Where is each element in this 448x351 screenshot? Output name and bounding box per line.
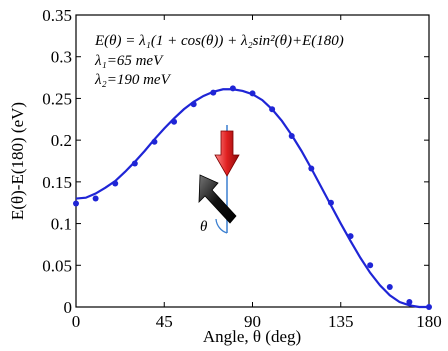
data-point [327,199,334,206]
y-tick-label: 0 [64,298,73,317]
formula-text: E(θ) = λ₁(1 + cos(θ)) + λ₂sin²(θ)+E(180) [94,33,344,49]
data-point [347,233,354,240]
theta-arc [215,218,228,234]
data-point [426,304,432,310]
x-tick-label: 135 [328,312,354,331]
data-point [131,160,138,167]
data-point [367,262,374,269]
y-tick-label: 0.2 [51,131,72,150]
theta-label: θ [200,219,208,235]
y-tick-label: 0.1 [51,215,72,234]
x-tick-label: 45 [156,312,173,331]
y-axis-title: E(θ)-E(180) (eV) [8,102,27,220]
data-point [190,101,197,108]
y-tick-label: 0.15 [42,173,72,192]
data-point [249,90,256,97]
y-tick-label: 0.35 [42,6,72,25]
x-axis-title: Angle, θ (deg) [203,327,301,346]
fit-curve [75,88,429,309]
spin-schematic: θ [198,125,240,235]
data-point [229,85,236,92]
lambda1-text: λ₁=65 meV [94,53,164,69]
data-point [171,118,178,125]
data-point [112,180,119,187]
data-point [92,195,99,202]
y-axis-ticks: 0 0.05 0.1 0.15 0.2 0.25 0.3 0.35 [42,6,429,317]
data-point [288,132,295,139]
red-spin-arrow [214,130,240,177]
x-tick-label: 0 [72,312,81,331]
y-tick-label: 0.05 [42,256,72,275]
data-point [269,106,276,113]
x-axis-ticks: 0 45 90 135 180 [72,15,442,331]
data-points [73,85,432,310]
x-tick-label: 180 [416,312,442,331]
data-point [308,165,315,172]
x-tick-label: 90 [244,312,261,331]
y-tick-label: 0.3 [51,48,72,67]
data-point [386,283,393,290]
data-point [210,89,217,96]
y-tick-label: 0.25 [42,89,72,108]
data-point [151,138,158,145]
black-spin-arrow [198,174,237,224]
lambda2-text: λ₂=190 meV [94,72,172,88]
data-point [406,298,413,305]
data-point [73,200,79,207]
